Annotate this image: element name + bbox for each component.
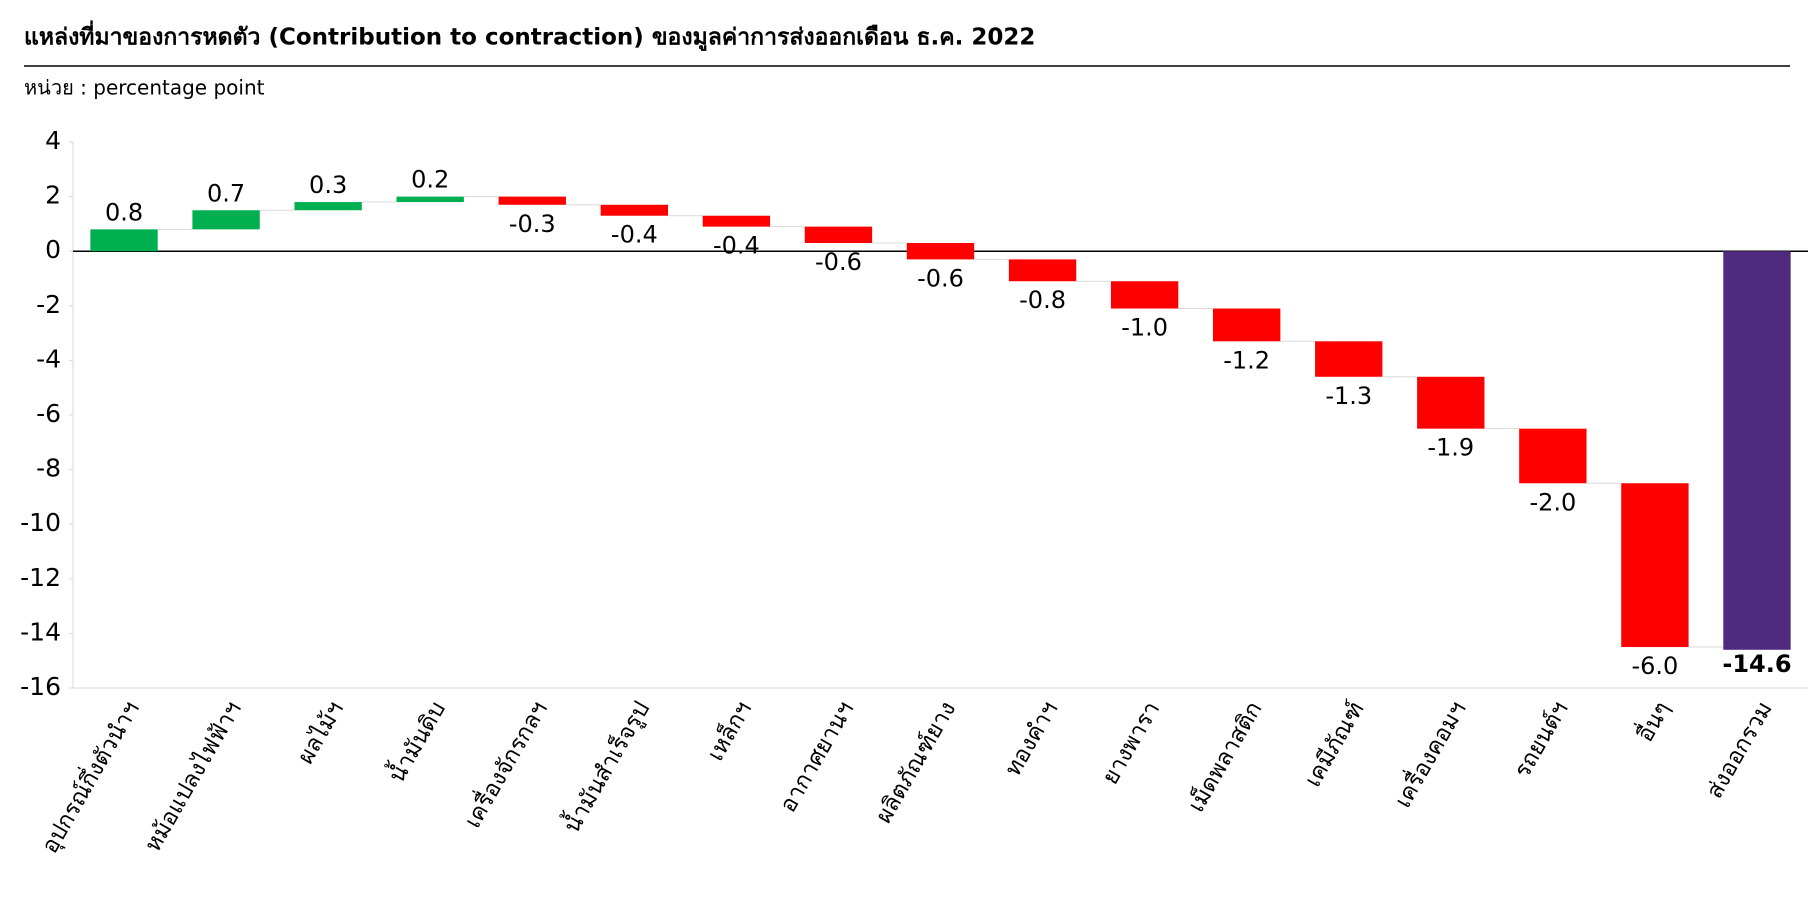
bar [1315, 341, 1383, 377]
x-tick-label: น้ำมันดิบ [381, 695, 452, 787]
chart-subtitle: หน่วย : percentage point [24, 76, 265, 100]
bar [1417, 376, 1485, 429]
x-tick-label: เครื่องจักรกลฯ [456, 695, 553, 832]
value-label: -1.0 [1121, 314, 1168, 342]
value-label: 0.8 [105, 198, 143, 226]
value-label: -0.3 [509, 210, 556, 238]
bar [1110, 281, 1179, 309]
value-label: -1.9 [1427, 434, 1474, 462]
bar [1621, 483, 1689, 648]
value-label: -0.4 [611, 221, 658, 249]
x-tick-label: หม้อแปลงไฟฟ้าฯ [139, 697, 247, 857]
value-label: -0.8 [1019, 286, 1066, 314]
y-tick-label: -2 [36, 290, 61, 319]
value-label: -1.2 [1223, 346, 1270, 374]
value-label: 0.7 [207, 179, 245, 207]
value-label: 0.2 [411, 166, 449, 194]
bar [192, 210, 260, 230]
bar [804, 226, 873, 244]
y-tick-label: -8 [36, 454, 61, 483]
x-tick-label: อากาศยานฯ [775, 697, 859, 817]
bar [906, 243, 975, 260]
bar [396, 196, 464, 203]
bar [1519, 428, 1587, 484]
x-tick-label: เคมีภัณฑ์ [1299, 697, 1369, 792]
x-tick-label: ผลิตภัณฑ์ยาง [870, 697, 961, 828]
x-tick-label: ผลไม้ฯ [292, 697, 349, 769]
y-tick-label: -4 [36, 344, 61, 373]
value-label: -0.4 [713, 232, 760, 260]
bar [600, 204, 669, 216]
value-label: -0.6 [917, 264, 964, 292]
x-tick-label: เหล็กฯ [700, 696, 757, 766]
y-tick-label: -14 [20, 617, 61, 646]
y-tick-label: -16 [20, 672, 61, 701]
x-tick-label: รถยนต์ฯ [1509, 697, 1574, 783]
x-tick-label: ส่งออกรวม [1702, 697, 1778, 803]
y-tick-label: 2 [45, 181, 61, 210]
x-tick-label: ทองคำฯ [1000, 697, 1063, 781]
chart-title: แหล่งที่มาของการหดตัว (Contribution to c… [24, 20, 1035, 52]
value-label: -6.0 [1631, 652, 1678, 680]
y-tick-label: -6 [36, 399, 61, 428]
x-tick-label: อุปกรณ์กึ่งตัวนำฯ [34, 695, 145, 858]
value-label: 0.3 [309, 171, 347, 199]
x-tick-label: เม็ดพลาสติก [1181, 696, 1268, 817]
bar [1723, 251, 1791, 650]
x-tick-label: น้ำมันสำเร็จรูป [556, 695, 656, 837]
x-tick-label: ยางพารา [1097, 697, 1165, 789]
x-tick-label: เครื่องคอมฯ [1387, 695, 1472, 812]
bar [294, 202, 362, 211]
y-tick-label: 4 [45, 126, 61, 155]
bar [498, 196, 566, 205]
value-label: -1.3 [1325, 382, 1372, 410]
value-label: -0.6 [815, 248, 862, 276]
bar [1212, 308, 1281, 342]
y-tick-label: -12 [20, 563, 61, 592]
bar [702, 215, 771, 227]
bar [90, 229, 158, 252]
x-tick-label: อื่นๆ [1629, 695, 1676, 746]
y-tick-label: -10 [20, 508, 61, 537]
value-label: -14.6 [1722, 650, 1791, 678]
y-tick-label: 0 [45, 235, 61, 264]
bar [1008, 259, 1077, 282]
value-label: -2.0 [1529, 488, 1576, 516]
